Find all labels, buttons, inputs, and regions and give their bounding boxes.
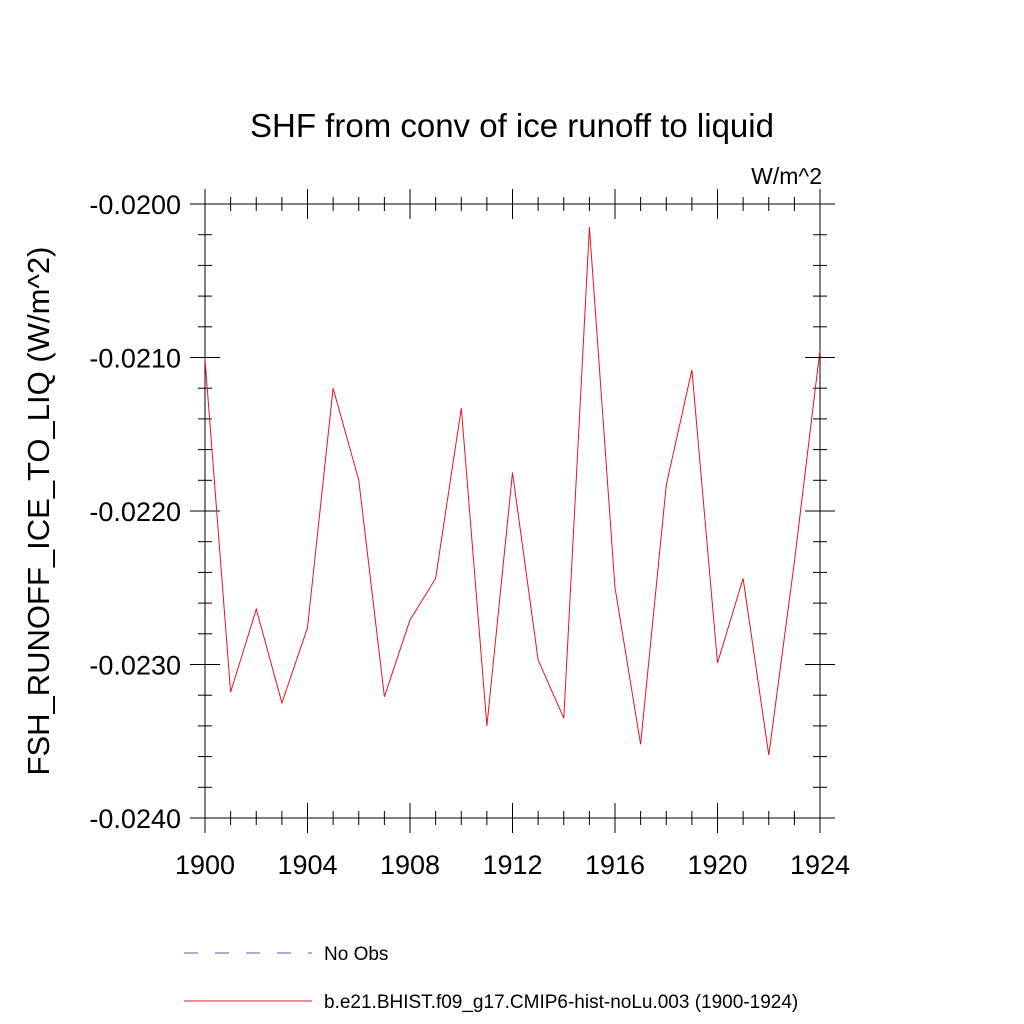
x-tick-label: 1920 xyxy=(687,850,747,880)
x-tick-label: 1916 xyxy=(585,850,645,880)
y-tick-label: -0.0240 xyxy=(89,804,181,834)
x-axis: 1900 1904 1908 1912 1916 1920 1924 xyxy=(175,189,850,880)
series-layer xyxy=(204,226,821,756)
x-tick-label: 1912 xyxy=(482,850,542,880)
x-tick-label: 1904 xyxy=(277,850,337,880)
y-tick-label: -0.0230 xyxy=(89,651,181,681)
x-tick-label: 1924 xyxy=(790,850,850,880)
y-tick-label: -0.0220 xyxy=(89,497,181,527)
x-tick-label: 1908 xyxy=(380,850,440,880)
legend: No Obs b.e21.BHIST.f09_g17.CMIP6-hist-noL… xyxy=(184,944,798,1013)
units-label: W/m^2 xyxy=(751,163,822,189)
series-line xyxy=(204,226,821,756)
y-axis-label: FSH_RUNOFF_ICE_TO_LIQ (W/m^2) xyxy=(21,247,56,776)
y-tick-label: -0.0200 xyxy=(89,190,181,220)
legend-label: No Obs xyxy=(324,944,388,965)
legend-label: b.e21.BHIST.f09_g17.CMIP6-hist-noLu.003 … xyxy=(324,992,798,1013)
y-tick-label: -0.0210 xyxy=(89,344,181,374)
plot-frame xyxy=(204,203,821,819)
y-axis: -0.0240 -0.0230 -0.0220 -0.0210 -0.0200 xyxy=(89,190,835,834)
chart-title: SHF from conv of ice runoff to liquid xyxy=(250,107,774,144)
x-tick-label: 1900 xyxy=(175,850,235,880)
